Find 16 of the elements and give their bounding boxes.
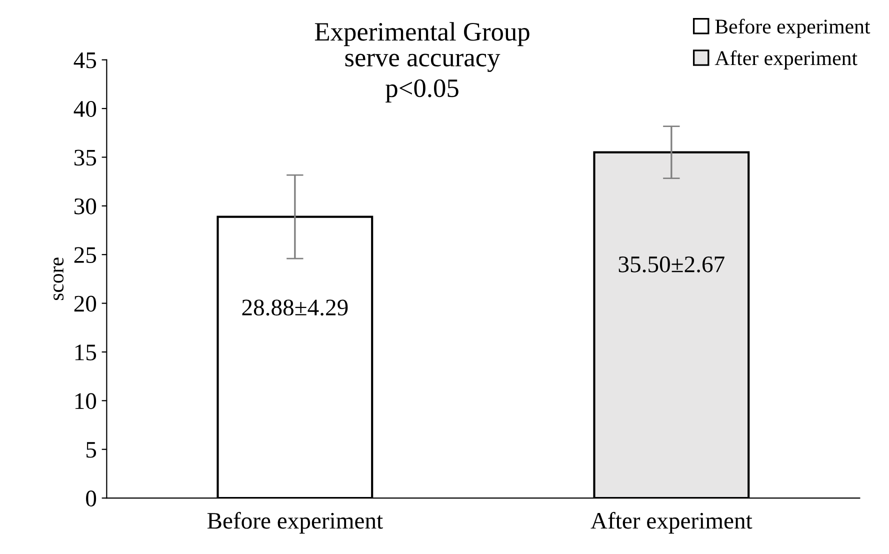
text: p<0.05 (386, 79, 458, 102)
y-tick-label: 25 (74, 247, 96, 264)
y-axis-title: score (54, 258, 64, 300)
y-tick-label: 20 (74, 296, 96, 312)
y-tick-label: 35 (74, 150, 96, 166)
y-tick-label: 10 (75, 393, 96, 410)
legend-label: After experiment (714, 50, 858, 70)
y-tick-label: 40 (74, 101, 96, 117)
y-tick-label: 45 (74, 52, 96, 68)
legend-label: Before experiment (715, 18, 870, 38)
data-label: 35.50±2.67 (618, 256, 724, 272)
data-label: 28.88±4.29 (242, 300, 348, 316)
y-tick-label: 30 (74, 198, 96, 214)
y-tick-label: 5 (86, 442, 96, 458)
y-tick-label: 0 (86, 490, 96, 506)
y-tick-label: 15 (75, 344, 96, 360)
